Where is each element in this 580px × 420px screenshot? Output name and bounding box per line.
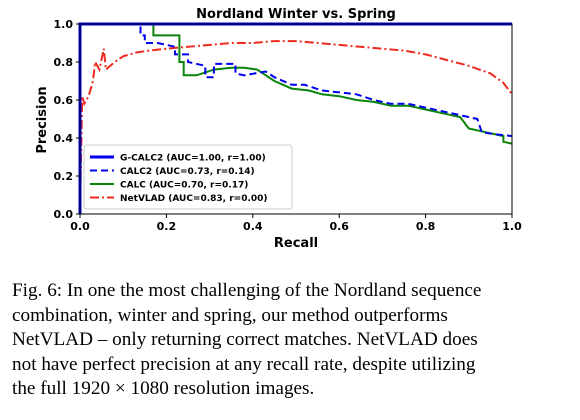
y-tick-label: 0.4 <box>54 132 74 145</box>
x-tick-label: 0.2 <box>157 220 177 233</box>
chart-title: Nordland Winter vs. Spring <box>196 7 396 22</box>
figure-caption: Fig. 6: In one the most challenging of t… <box>12 279 568 402</box>
y-tick-label: 0.8 <box>54 56 74 69</box>
x-axis-ticks: 0.0 0.2 0.4 0.6 0.8 1.0 <box>70 214 522 233</box>
legend-entry: CALC2 (AUC=0.73, r=0.14) <box>120 167 255 177</box>
legend-entry: G-CALC2 (AUC=1.00, r=1.00) <box>120 154 266 164</box>
plot-frame <box>79 23 513 215</box>
x-tick-label: 0.6 <box>329 220 349 233</box>
series-line-2 <box>79 23 513 214</box>
y-tick-label: 0.6 <box>54 94 74 107</box>
series-line-3 <box>79 40 513 215</box>
caption-line: Fig. 6: In one the most challenging of t… <box>12 280 482 301</box>
series-line-1 <box>79 23 513 214</box>
legend: G-CALC2 (AUC=1.00, r=1.00) CALC2 (AUC=0.7… <box>83 144 293 210</box>
plot-area <box>78 22 513 215</box>
legend-entry: NetVLAD (AUC=0.83, r=0.00) <box>120 194 268 204</box>
legend-entry: CALC (AUC=0.70, r=0.17) <box>120 181 248 191</box>
y-tick-label: 1.0 <box>54 18 74 31</box>
x-tick-label: 1.0 <box>502 220 522 233</box>
caption-line: NetVLAD – only returning correct matches… <box>12 329 478 350</box>
y-tick-label: 0.0 <box>54 208 74 221</box>
x-axis-label: Recall <box>274 236 318 251</box>
caption-line: the full 1920 × 1080 resolution images. <box>12 378 315 399</box>
y-tick-label: 0.2 <box>54 170 74 183</box>
y-axis-label: Precision <box>35 86 50 153</box>
caption-line: not have perfect precision at any recall… <box>12 353 476 375</box>
y-axis-ticks: 0.0 0.2 0.4 0.6 0.8 1.0 <box>54 18 80 221</box>
caption-line: combination, winter and spring, our meth… <box>12 304 448 326</box>
x-tick-label: 0.4 <box>243 220 263 233</box>
legend-box <box>83 144 293 210</box>
precision-recall-chart: Nordland Winter vs. Spring 0.0 0.2 0.4 0.6 0… <box>35 7 522 251</box>
x-tick-label: 0.0 <box>70 220 90 233</box>
x-tick-label: 0.8 <box>416 220 436 233</box>
